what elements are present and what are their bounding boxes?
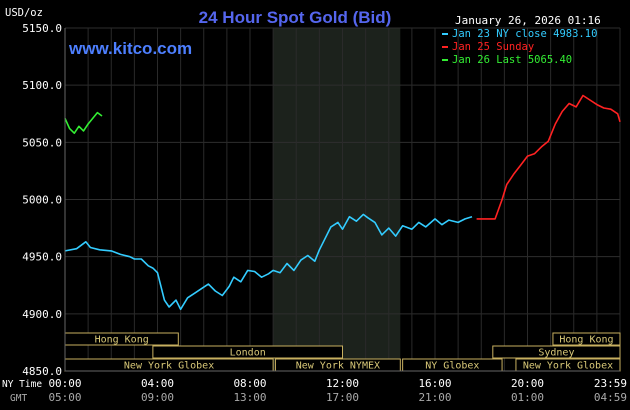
y-tick-label: 5100.0 (22, 79, 62, 92)
y-tick-label: 5150.0 (22, 22, 62, 35)
x-tick-label-gmt: 09:00 (141, 391, 174, 404)
series-line-2 (476, 94, 621, 220)
y-tick-label: 5050.0 (22, 136, 62, 149)
legend-entry: Jan 23 NY close 4983.10 (452, 28, 597, 40)
x-tick-label-gmt: 04:59 (594, 391, 627, 404)
session-label: New York Globex (124, 361, 214, 372)
ny-time-row-label: NY Time (2, 379, 42, 390)
y-tick-label: 5000.0 (22, 194, 62, 207)
x-tick-label-ny: 12:00 (326, 377, 359, 390)
x-tick-label-gmt: 05:00 (48, 391, 81, 404)
x-tick-label-ny: 16:00 (418, 377, 451, 390)
x-tick-label-gmt: 21:00 (418, 391, 451, 404)
session-box (552, 332, 621, 346)
session-label: Hong Kong (559, 335, 613, 346)
session-label: London (230, 348, 266, 359)
session-label: New York NYMEX (296, 361, 380, 372)
session-label: Sydney (538, 348, 574, 359)
chart-title: 24 Hour Spot Gold (Bid) (199, 8, 392, 27)
site-url: www.kitco.com (68, 39, 192, 58)
x-tick-label-gmt: 17:00 (326, 391, 359, 404)
x-tick-label-ny: 20:00 (511, 377, 544, 390)
x-tick-label-ny: 23:59 (594, 377, 627, 390)
x-tick-label-ny: 08:00 (233, 377, 266, 390)
session-label: Hong Kong (95, 335, 149, 346)
x-tick-label-gmt: 13:00 (233, 391, 266, 404)
session-box (152, 345, 343, 359)
session-box (492, 345, 621, 359)
unit-label: USD/oz (5, 7, 43, 19)
series-line-3 (64, 111, 103, 134)
y-tick-label: 4900.0 (22, 308, 62, 321)
gmt-row-label: GMT (10, 393, 27, 404)
legend-entry: Jan 25 Sunday (452, 41, 534, 53)
y-tick-label: 4850.0 (22, 365, 62, 378)
timestamp: January 26, 2026 01:16 (455, 14, 601, 27)
y-tick-label: 4950.0 (22, 251, 62, 264)
x-tick-label-gmt: 01:00 (511, 391, 544, 404)
legend-entry: Jan 26 Last 5065.40 (452, 54, 572, 66)
x-tick-label-ny: 04:00 (141, 377, 174, 390)
session-label: New York Globex (523, 361, 613, 372)
session-label: NY Globex (425, 361, 479, 372)
x-tick-label-ny: 00:00 (48, 377, 81, 390)
series-line-1 (64, 213, 473, 311)
